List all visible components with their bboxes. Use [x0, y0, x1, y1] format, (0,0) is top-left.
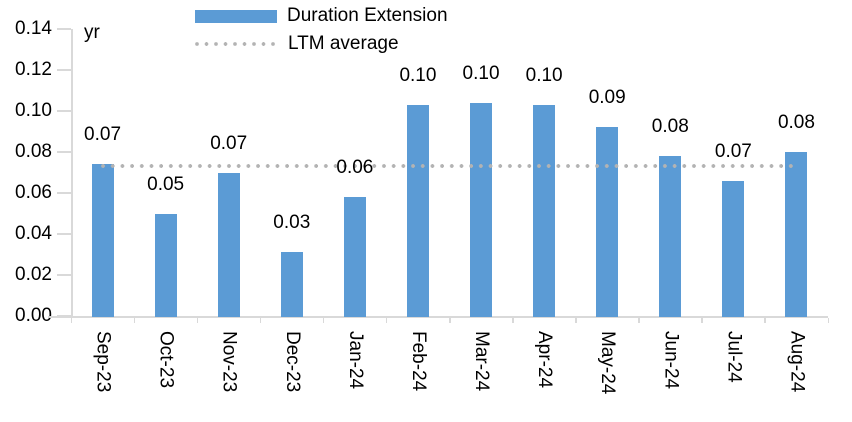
- x-axis-category-label: Aug-24: [786, 331, 808, 393]
- x-axis-line: [48, 316, 828, 318]
- data-label: 0.03: [273, 212, 311, 234]
- x-axis-tick: [70, 318, 72, 323]
- data-label: 0.09: [588, 87, 626, 109]
- x-axis-category-label: May-24: [597, 331, 619, 395]
- y-axis-tick-label: 0.08: [15, 141, 52, 162]
- legend-item-ltm-average: LTM average: [195, 30, 448, 58]
- x-axis-category-label: Jan-24: [344, 331, 366, 390]
- ltm-average-line: [100, 164, 799, 169]
- y-axis-tick: [57, 110, 71, 112]
- bar: [280, 252, 303, 317]
- y-axis-tick: [57, 151, 71, 153]
- data-label: 0.07: [84, 124, 122, 146]
- x-axis-tick: [385, 318, 388, 323]
- y-axis-tick-label: 0.04: [15, 223, 52, 244]
- x-axis-tick: [322, 318, 325, 323]
- x-axis-category-label: Nov-23: [218, 331, 240, 393]
- legend-label: Duration Extension: [287, 5, 448, 26]
- data-label: 0.08: [777, 112, 815, 133]
- bar: [722, 180, 745, 317]
- bar-swatch-icon: [195, 9, 277, 23]
- bar: [785, 152, 808, 317]
- y-axis-tick: [57, 315, 71, 317]
- y-axis-tick: [57, 274, 71, 276]
- data-label: 0.10: [399, 64, 437, 86]
- y-axis-tick: [57, 28, 71, 30]
- y-axis-tick-label: 0.02: [15, 264, 52, 285]
- data-label: 0.10: [462, 62, 500, 84]
- x-axis-category-label: Mar-24: [471, 331, 493, 392]
- x-axis-tick: [259, 318, 262, 323]
- y-axis-tick-label: 0.00: [15, 305, 52, 326]
- x-axis-tick: [449, 318, 451, 323]
- x-axis-category-label: Oct-23: [155, 331, 177, 389]
- data-label: 0.06: [336, 157, 374, 179]
- x-axis-category-label: Jul-24: [723, 331, 745, 383]
- x-axis-tick: [575, 318, 577, 323]
- bar: [596, 127, 619, 317]
- x-axis-category-label: Jun-24: [660, 331, 682, 390]
- bar: [343, 197, 366, 317]
- legend: Duration Extension LTM average: [195, 2, 448, 58]
- bar: [470, 102, 493, 317]
- y-axis-tick: [57, 192, 71, 194]
- y-axis-tick: [57, 69, 71, 71]
- data-label: 0.08: [651, 116, 689, 138]
- data-label: 0.07: [210, 132, 248, 154]
- x-axis-category-label: Apr-24: [534, 331, 556, 389]
- y-axis-tick-label: 0.06: [15, 182, 52, 203]
- x-axis-tick: [196, 318, 199, 323]
- data-label: 0.10: [525, 64, 563, 86]
- y-axis-unit-label: yr: [84, 22, 100, 43]
- legend-item-duration-extension: Duration Extension: [195, 2, 448, 30]
- y-axis-tick-label: 0.14: [15, 18, 52, 39]
- bar: [217, 172, 240, 317]
- x-axis-tick: [512, 318, 514, 323]
- dotted-line-swatch-icon: [195, 42, 278, 46]
- data-label: 0.07: [714, 140, 752, 162]
- x-axis-tick: [827, 318, 829, 323]
- bar: [91, 164, 114, 317]
- x-axis-tick: [638, 318, 640, 323]
- bar: [154, 213, 177, 317]
- legend-label: LTM average: [288, 33, 399, 54]
- bar: [406, 104, 429, 317]
- y-axis-tick-label: 0.12: [15, 59, 52, 80]
- x-axis-category-label: Feb-24: [407, 331, 429, 392]
- data-label: 0.05: [147, 173, 185, 195]
- x-axis-category-label: Sep-23: [92, 331, 114, 393]
- y-axis-tick-label: 0.10: [15, 100, 52, 121]
- x-axis-tick: [701, 318, 703, 323]
- y-axis-line: [71, 29, 73, 318]
- x-axis-tick: [764, 318, 766, 323]
- x-axis-category-label: Dec-23: [281, 331, 303, 393]
- x-axis-tick: [133, 318, 136, 323]
- y-axis-tick: [57, 233, 71, 235]
- bar: [533, 104, 556, 317]
- bar: [659, 156, 682, 317]
